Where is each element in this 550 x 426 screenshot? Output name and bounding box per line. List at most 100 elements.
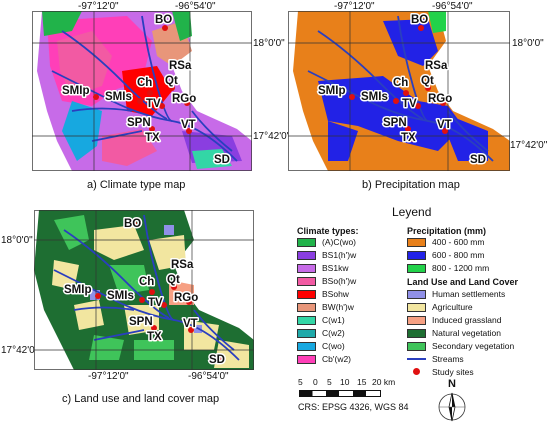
precipitation-map: -97°12'0" -96°54'0" BO RSa — [282, 0, 550, 200]
crs-text: CRS: EPSG 4326, WGS 84 — [298, 402, 409, 412]
site-label-smip: SMIp — [318, 85, 345, 97]
site-label-smis: SMIs — [361, 91, 388, 103]
site-label-rgo: RGo — [174, 292, 198, 304]
legend-swatch — [407, 315, 426, 325]
site-label-rsa: RSa — [425, 60, 448, 72]
legend-sites-item: Study sites — [407, 367, 474, 377]
legend-climate-heading: Climate types: — [297, 226, 359, 236]
legend-climate-label: C(w2) — [322, 328, 345, 338]
legend-climate-item: C(w2) — [297, 328, 345, 338]
site-label-vt: VT — [183, 318, 198, 330]
scale-label: 20 km — [372, 377, 396, 387]
legend-landuse-label: Induced grassland — [432, 315, 502, 325]
legend-swatch — [407, 289, 426, 299]
map-b-caption: b) Precipitation map — [362, 179, 460, 191]
legend-precipitation-label: 400 - 600 mm — [432, 237, 485, 247]
site-label-tx: TX — [401, 132, 416, 144]
legend-swatch — [297, 328, 316, 338]
site-label-smis: SMIs — [105, 91, 132, 103]
legend-landuse-label: Secondary vegetation — [432, 341, 515, 351]
map-b-lat-tick-bottom: 17°42'0" — [510, 140, 548, 151]
site-label-vt: VT — [181, 119, 196, 131]
legend-climate-label: BS1kw — [322, 263, 349, 273]
legend-precipitation-item: 800 - 1200 mm — [407, 263, 489, 273]
legend-climate-item: BS1(h')w — [297, 250, 356, 260]
legend-swatch — [407, 250, 426, 260]
legend-landuse-label: Human settlements — [432, 289, 506, 299]
legend-climate-label: (A)C(wo) — [322, 237, 356, 247]
site-label-smip: SMIp — [62, 85, 89, 97]
site-label-bo: BO — [411, 14, 428, 26]
legend-climate-item: BSo(h')w — [297, 276, 356, 286]
legend-landuse-item: Agriculture — [407, 302, 473, 312]
legend-title: Leyend — [392, 205, 432, 219]
map-a-caption: a) Climate type map — [87, 179, 186, 191]
site-label-smip: SMIp — [64, 284, 91, 296]
map-c-lon-tick-right: -96°54'0" — [188, 371, 229, 382]
site-label-sd: SD — [470, 154, 486, 166]
legend-streams-label: Streams — [432, 354, 464, 364]
map-a-lon-tick-left: -97°12'0" — [78, 1, 119, 12]
map-c-lat-tick-top: 18°0'0" — [1, 235, 33, 246]
site-label-vt: VT — [437, 119, 452, 131]
site-label-bo: BO — [155, 14, 172, 26]
map-a-lat-tick-bottom: 17°42'0" — [253, 131, 291, 142]
map-a-lon-tick-right: -96°54'0" — [175, 1, 216, 12]
site-label-tv: TV — [146, 98, 161, 110]
legend-climate-label: Cb'(w2) — [322, 354, 352, 364]
site-label-qt: Qt — [165, 75, 178, 87]
legend-climate-item: C(w1) — [297, 315, 345, 325]
legend-precipitation-label: 600 - 800 mm — [432, 250, 485, 260]
climate-type-map: -97°12'0" -96°54'0" — [0, 0, 290, 200]
land-use-study-sites — [95, 221, 222, 361]
legend-landuse-item: Secondary vegetation — [407, 341, 514, 351]
site-label-sd: SD — [214, 154, 230, 166]
site-label-ch: Ch — [137, 77, 152, 89]
legend-landuse-item: Human settlements — [407, 289, 505, 299]
legend-swatch — [297, 237, 316, 247]
legend-swatch — [297, 276, 316, 286]
scale-bar-graphic — [299, 390, 381, 397]
site-label-ch: Ch — [139, 276, 154, 288]
scale-label: 10 — [340, 377, 350, 387]
map-c-lon-tick-left: -97°12'0" — [88, 371, 129, 382]
site-label-bo: BO — [124, 218, 141, 230]
site-label-spn: SPN — [127, 117, 151, 129]
land-use-streams — [53, 214, 240, 361]
site-label-qt: Qt — [167, 274, 180, 286]
legend-climate-item: Cb'(w2) — [297, 354, 351, 364]
site-label-rsa: RSa — [171, 259, 194, 271]
map-b-lon-tick-right: -96°54'0" — [432, 1, 473, 12]
north-label: N — [448, 378, 456, 390]
site-label-tv: TV — [148, 297, 163, 309]
map-b-lon-tick-left: -97°12'0" — [334, 1, 375, 12]
legend-climate-item: BSohw — [297, 289, 349, 299]
climate-map-canvas: BO RSa Ch Qt SMIp SMIs TV RGo SPN VT TX … — [32, 11, 252, 171]
site-label-rgo: RGo — [172, 93, 196, 105]
legend-climate-label: BSo(h')w — [322, 276, 357, 286]
legend-climate-label: C(w1) — [322, 315, 345, 325]
site-label-tv: TV — [402, 98, 417, 110]
site-label-spn: SPN — [129, 316, 153, 328]
legend-swatch — [407, 302, 426, 312]
legend-swatch — [407, 341, 426, 351]
site-label-tx: TX — [145, 132, 160, 144]
legend-landuse-item: Induced grassland — [407, 315, 501, 325]
map-c-caption: c) Land use and land cover map — [62, 393, 220, 405]
legend-climate-label: BW(h')w — [322, 302, 354, 312]
legend-landuse-label: Agriculture — [432, 302, 473, 312]
site-label-tx: TX — [147, 331, 162, 343]
site-label-rgo: RGo — [428, 93, 452, 105]
legend-precipitation-label: 800 - 1200 mm — [432, 263, 490, 273]
legend-climate-label: BSohw — [322, 289, 349, 299]
site-label-sd: SD — [209, 354, 225, 366]
map-a-lat-tick-top: 18°0'0" — [253, 38, 285, 49]
scale-label: 0 — [313, 377, 318, 387]
site-label-rsa: RSa — [169, 60, 192, 72]
legend-swatch — [407, 328, 426, 338]
map-b-lat-tick-top: 18°0'0" — [512, 38, 544, 49]
legend-precipitation-item: 600 - 800 mm — [407, 250, 484, 260]
climate-study-sites — [93, 25, 225, 164]
legend-landuse-heading: Land Use and Land Cover — [407, 277, 519, 287]
site-label-ch: Ch — [393, 77, 408, 89]
